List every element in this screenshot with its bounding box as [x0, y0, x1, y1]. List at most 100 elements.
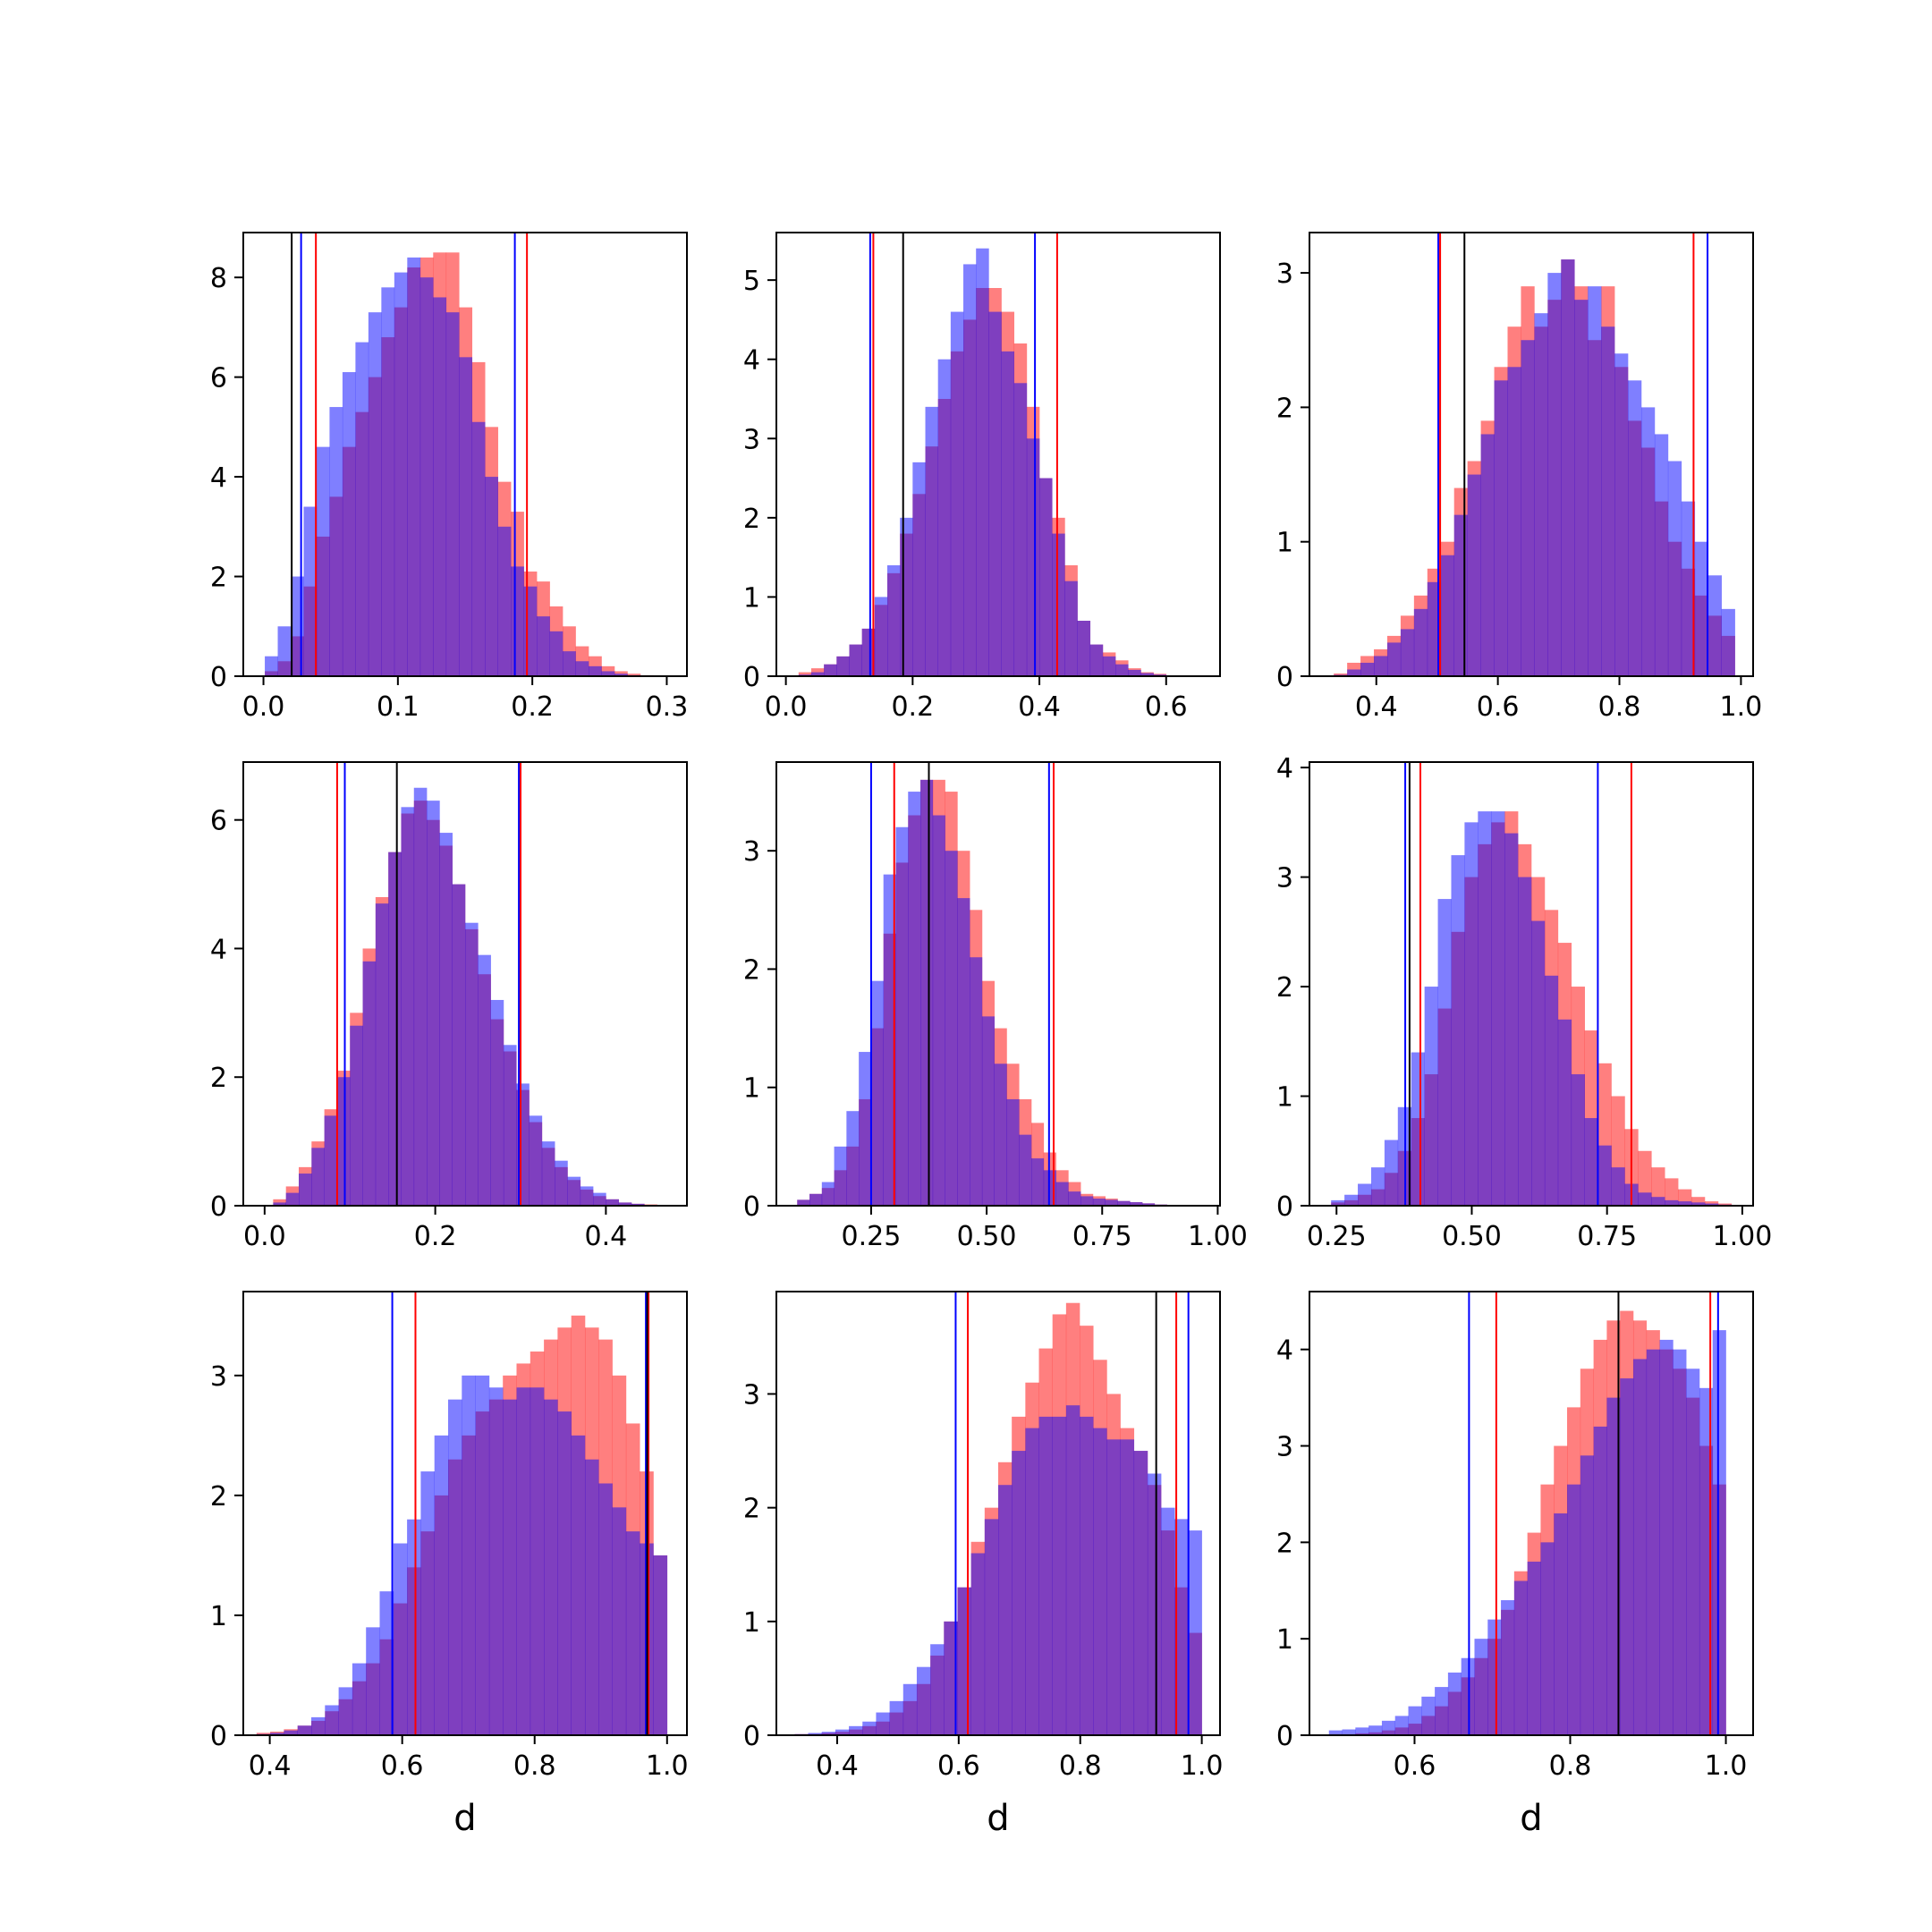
- bar: [485, 477, 498, 676]
- bar: [950, 311, 964, 676]
- bar: [1006, 1098, 1020, 1206]
- bar: [883, 874, 896, 1206]
- bar: [1567, 1484, 1581, 1735]
- bar: [1080, 1416, 1094, 1735]
- bar: [849, 644, 862, 676]
- bar: [1504, 833, 1519, 1206]
- bar: [916, 1666, 931, 1735]
- bar: [1534, 313, 1548, 676]
- bar: [1557, 1019, 1572, 1206]
- bar: [1106, 1439, 1121, 1735]
- bar: [529, 1115, 543, 1206]
- bar: [1593, 1426, 1607, 1735]
- y-tick-label: 2: [1276, 1528, 1293, 1559]
- bar: [932, 815, 945, 1206]
- bar: [338, 1687, 353, 1735]
- bar: [394, 272, 408, 676]
- y-tick-label: 4: [1276, 1335, 1293, 1367]
- bar: [1527, 1561, 1541, 1735]
- x-tick-label: 0.0: [765, 691, 808, 723]
- bar: [434, 1435, 449, 1735]
- bar: [963, 264, 977, 676]
- bar: [930, 1644, 945, 1735]
- bar: [530, 1387, 545, 1735]
- axes-frame: [775, 761, 1221, 1207]
- bar: [1435, 1687, 1449, 1735]
- subplot-5: 0.25 0.50 0.75 1.00 0 1 2 3: [743, 761, 1248, 1252]
- bar: [1531, 920, 1546, 1206]
- x-tick-label: 0.2: [891, 691, 934, 723]
- bar: [478, 954, 491, 1206]
- bar: [1026, 438, 1040, 676]
- x-tick-label: 0.0: [243, 1221, 286, 1252]
- bar: [810, 672, 825, 676]
- x-tick-label: 0.4: [1018, 691, 1061, 723]
- bar: [1547, 273, 1562, 676]
- bar: [1646, 1349, 1660, 1735]
- y-tick-label: 1: [743, 1073, 760, 1105]
- bar: [1370, 1167, 1385, 1206]
- bar: [439, 833, 453, 1206]
- bar: [900, 517, 913, 676]
- y-tick-label: 3: [743, 836, 760, 868]
- x-tick-label: 0.6: [937, 1750, 980, 1782]
- bar: [1055, 1182, 1069, 1206]
- bar: [393, 1543, 408, 1735]
- bar: [413, 787, 428, 1206]
- bar: [944, 1621, 958, 1735]
- bar: [1678, 1201, 1692, 1206]
- bar: [988, 311, 1002, 676]
- y-tick-label: 0: [210, 1191, 227, 1223]
- bar: [420, 1471, 435, 1735]
- x-tick-label: 0.6: [1394, 1750, 1436, 1782]
- y-tick-label: 2: [210, 563, 227, 594]
- bar: [1507, 367, 1521, 676]
- bar: [1464, 822, 1479, 1206]
- y-tick-label: 0: [1276, 1191, 1293, 1223]
- bar: [1381, 1720, 1396, 1735]
- bar: [1360, 662, 1375, 676]
- bar: [445, 312, 460, 676]
- axes-frame: [242, 232, 688, 677]
- bar: [1105, 1199, 1118, 1206]
- bar: [1039, 478, 1053, 676]
- y-tick-label: 8: [210, 263, 227, 294]
- x-tick-label: 0.4: [249, 1750, 292, 1782]
- bar: [270, 1733, 284, 1735]
- bar: [1092, 1199, 1106, 1206]
- bar: [1130, 1202, 1143, 1206]
- bar: [1601, 326, 1615, 676]
- bar: [1019, 1134, 1032, 1206]
- bar: [448, 1399, 462, 1735]
- bar: [598, 1483, 613, 1735]
- x-tick-label: 0.6: [1145, 691, 1188, 723]
- bar: [1681, 501, 1696, 676]
- bar: [976, 248, 989, 676]
- bar: [889, 1700, 904, 1735]
- bar: [1147, 1473, 1162, 1735]
- bar: [1161, 1507, 1175, 1735]
- bar: [1665, 1178, 1679, 1206]
- x-tick-label: 0.2: [414, 1221, 457, 1252]
- bar: [388, 852, 402, 1206]
- bar: [614, 674, 628, 676]
- bar: [1620, 1378, 1634, 1735]
- bar: [375, 903, 389, 1206]
- bar: [589, 665, 602, 676]
- bar: [1077, 621, 1091, 676]
- bar: [1561, 259, 1575, 676]
- bar: [459, 357, 473, 676]
- bar: [798, 672, 812, 676]
- y-tick-label: 2: [743, 954, 760, 986]
- bar: [1355, 1727, 1369, 1735]
- y-tick-label: 2: [743, 1494, 760, 1525]
- bar: [908, 792, 921, 1206]
- bar: [1707, 575, 1722, 676]
- bar: [957, 1587, 971, 1735]
- bar: [273, 1199, 286, 1206]
- bar: [465, 922, 479, 1206]
- bar: [1413, 608, 1428, 676]
- subplot-8: 0.4 0.6 0.8 1.0 0 1 2 3 d: [743, 1291, 1223, 1839]
- bar: [1461, 1657, 1475, 1735]
- x-tick-label: 0.50: [1442, 1221, 1502, 1252]
